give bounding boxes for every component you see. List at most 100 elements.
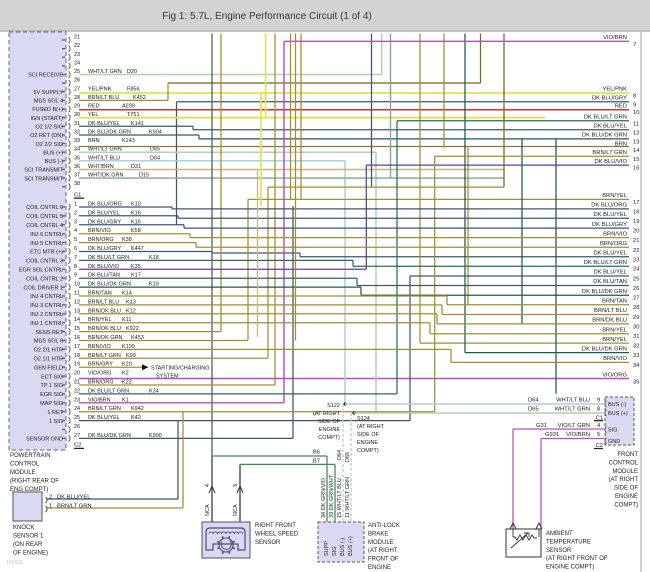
svg-text:9: 9 bbox=[74, 273, 77, 279]
svg-text:DK BLU/DK GRN: DK BLU/DK GRN bbox=[88, 433, 131, 439]
svg-text:DK BLU/LT GRN: DK BLU/LT GRN bbox=[88, 255, 129, 261]
svg-text:VIO/BRN: VIO/BRN bbox=[566, 432, 590, 438]
svg-text:DK BLU/YEL: DK BLU/YEL bbox=[88, 210, 120, 216]
svg-text:BUS (+): BUS (+) bbox=[43, 150, 63, 156]
svg-text:INJ 3 CNTRL: INJ 3 CNTRL bbox=[30, 303, 63, 309]
svg-text:37: 37 bbox=[74, 173, 80, 179]
svg-text:STARTING/CHARGING: STARTING/CHARGING bbox=[151, 366, 209, 372]
svg-text:COIL CNTRL 2: COIL CNTRL 2 bbox=[26, 276, 63, 282]
svg-text:19: 19 bbox=[74, 362, 80, 368]
svg-text:K16: K16 bbox=[131, 210, 141, 216]
svg-text:INJ 6 CNTRL: INJ 6 CNTRL bbox=[30, 232, 63, 238]
svg-text:WHEEL SPEED: WHEEL SPEED bbox=[255, 532, 299, 538]
svg-text:YEL/PNK: YEL/PNK bbox=[88, 86, 112, 92]
svg-text:C2: C2 bbox=[74, 443, 81, 449]
svg-text:5: 5 bbox=[74, 237, 77, 243]
svg-text:K22: K22 bbox=[122, 380, 132, 386]
svg-text:WHT/DK GRN: WHT/DK GRN bbox=[88, 173, 123, 179]
svg-text:DK BLU/DK GRN: DK BLU/DK GRN bbox=[582, 133, 627, 139]
svg-text:DK BLU/TAN: DK BLU/TAN bbox=[88, 273, 120, 279]
svg-text:SCI TRANSMIT: SCI TRANSMIT bbox=[24, 176, 63, 182]
svg-text:7: 7 bbox=[74, 255, 77, 261]
svg-text:26: 26 bbox=[74, 424, 80, 430]
svg-text:6: 6 bbox=[74, 246, 77, 252]
svg-text:(AT RIGHT: (AT RIGHT bbox=[368, 548, 398, 554]
svg-text:1 RET: 1 RET bbox=[47, 410, 63, 416]
svg-text:15: 15 bbox=[633, 157, 639, 163]
svg-text:VIO/ORG: VIO/ORG bbox=[88, 371, 112, 377]
svg-text:C1: C1 bbox=[74, 193, 81, 199]
svg-text:NCA: NCA bbox=[205, 504, 211, 516]
svg-text:31: 31 bbox=[633, 334, 639, 340]
svg-text:BRN/DK BLU: BRN/DK BLU bbox=[88, 326, 121, 332]
svg-text:18: 18 bbox=[74, 353, 80, 359]
svg-text:33: 33 bbox=[633, 353, 639, 359]
svg-text:BRN/VIO: BRN/VIO bbox=[603, 356, 627, 362]
svg-text:33: 33 bbox=[74, 138, 80, 144]
svg-text:SENSOR 1: SENSOR 1 bbox=[13, 534, 44, 540]
svg-text:BRN/TAN: BRN/TAN bbox=[88, 291, 112, 297]
svg-text:BRN/YEL: BRN/YEL bbox=[602, 337, 628, 343]
svg-text:B6: B6 bbox=[313, 450, 320, 456]
svg-text:EGR SOL CNTRL: EGR SOL CNTRL bbox=[19, 268, 63, 274]
svg-text:SUPP: SUPP bbox=[324, 541, 330, 556]
svg-text:30: 30 bbox=[74, 112, 80, 118]
svg-text:RED: RED bbox=[88, 104, 100, 110]
svg-text:DK BLU/LT GRN: DK BLU/LT GRN bbox=[88, 388, 129, 394]
svg-text:BRN/DK BLU: BRN/DK BLU bbox=[88, 308, 121, 314]
svg-text:F856: F856 bbox=[127, 86, 140, 92]
svg-text:D65: D65 bbox=[150, 147, 160, 153]
svg-text:D20: D20 bbox=[127, 69, 137, 75]
svg-text:DK BLU/YEL: DK BLU/YEL bbox=[88, 121, 120, 127]
svg-text:COIL DRIVER 1: COIL DRIVER 1 bbox=[23, 285, 63, 291]
svg-text:K900: K900 bbox=[149, 433, 162, 439]
svg-text:2: 2 bbox=[49, 494, 52, 500]
svg-text:WHT/LT GRN: WHT/LT GRN bbox=[554, 407, 590, 413]
svg-text:DK BLU/YEL: DK BLU/YEL bbox=[593, 270, 627, 276]
svg-text:25: 25 bbox=[633, 277, 639, 283]
svg-text:DK BLU/YEL: DK BLU/YEL bbox=[88, 415, 120, 421]
svg-text:BRN/ORG: BRN/ORG bbox=[88, 380, 114, 386]
svg-text:FRONT: FRONT bbox=[617, 452, 638, 458]
svg-text:BUS (+): BUS (+) bbox=[608, 411, 628, 417]
svg-text:T751: T751 bbox=[127, 112, 140, 118]
svg-text:POWERTRAIN: POWERTRAIN bbox=[10, 453, 51, 459]
svg-text:C2: C2 bbox=[596, 443, 603, 449]
svg-text:4: 4 bbox=[597, 423, 601, 429]
svg-text:12: 12 bbox=[74, 299, 80, 305]
svg-text:RED: RED bbox=[615, 103, 627, 109]
svg-text:34 DK GRN/VIO: 34 DK GRN/VIO bbox=[321, 477, 327, 518]
svg-text:BRN/DK GRN: BRN/DK GRN bbox=[88, 335, 123, 341]
svg-text:9: 9 bbox=[633, 102, 636, 108]
svg-text:Fig 1: 5.7L, Engine Performanc: Fig 1: 5.7L, Engine Performance Circuit … bbox=[162, 11, 372, 22]
svg-text:7: 7 bbox=[633, 42, 636, 48]
svg-text:D15: D15 bbox=[139, 173, 149, 179]
svg-text:26: 26 bbox=[633, 286, 639, 292]
svg-text:K13: K13 bbox=[126, 299, 136, 305]
svg-text:BRN/ORG: BRN/ORG bbox=[88, 237, 114, 243]
svg-text:3: 3 bbox=[233, 484, 239, 487]
svg-text:27: 27 bbox=[74, 433, 80, 439]
svg-text:BRN: BRN bbox=[615, 141, 627, 147]
svg-text:(ON REAR: (ON REAR bbox=[13, 542, 43, 548]
svg-text:DK BLU/DK GRN: DK BLU/DK GRN bbox=[582, 289, 627, 295]
svg-text:(AT RIGHT: (AT RIGHT bbox=[357, 424, 385, 430]
svg-text:K19: K19 bbox=[149, 282, 159, 288]
svg-text:SIG: SIG bbox=[608, 428, 617, 434]
svg-text:C1: C1 bbox=[596, 416, 603, 422]
svg-text:10: 10 bbox=[633, 110, 639, 116]
svg-text:K99: K99 bbox=[126, 353, 136, 359]
svg-text:SIDE OF: SIDE OF bbox=[614, 486, 638, 492]
svg-text:8: 8 bbox=[597, 407, 600, 413]
svg-text:K922: K922 bbox=[126, 326, 139, 332]
svg-text:BUS (-): BUS (-) bbox=[340, 538, 346, 557]
svg-text:COIL CNTRL 4: COIL CNTRL 4 bbox=[26, 223, 63, 229]
svg-text:WHT/BRN: WHT/BRN bbox=[88, 164, 114, 170]
svg-text:S124: S124 bbox=[357, 416, 370, 422]
svg-text:IGN (START): IGN (START) bbox=[31, 116, 64, 122]
svg-text:23: 23 bbox=[74, 52, 80, 58]
svg-text:KNOCK: KNOCK bbox=[13, 525, 34, 531]
svg-text:K11: K11 bbox=[122, 317, 131, 323]
svg-text:DK BLU/YEL: DK BLU/YEL bbox=[593, 251, 627, 257]
svg-text:23: 23 bbox=[633, 257, 639, 263]
